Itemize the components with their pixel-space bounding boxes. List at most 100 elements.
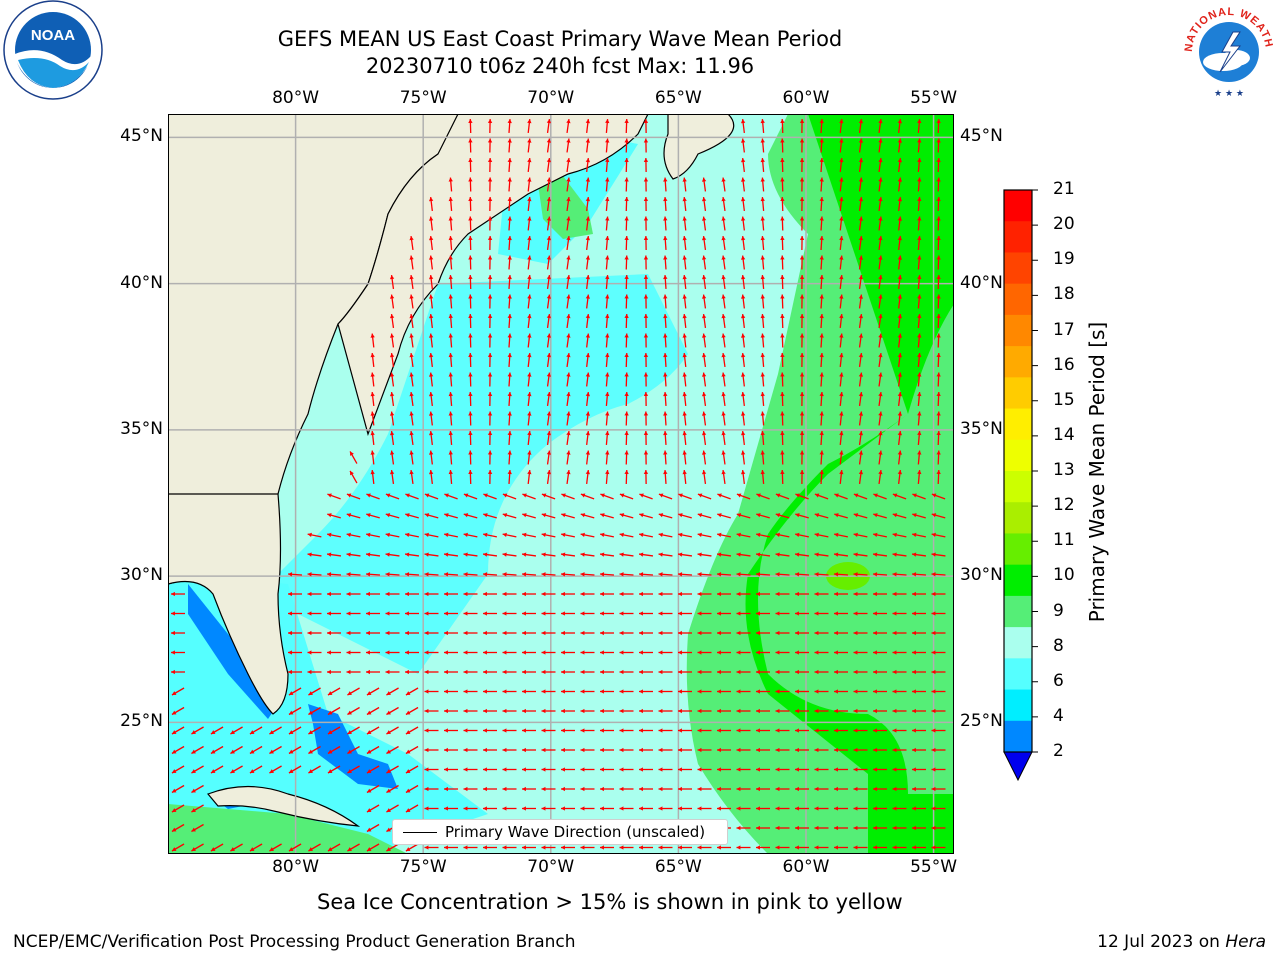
wave-direction-arrow <box>814 689 829 694</box>
wave-direction-arrow <box>269 745 282 755</box>
wave-direction-arrow <box>658 611 673 616</box>
wave-direction-arrow <box>619 630 634 636</box>
wave-direction-arrow <box>580 786 595 792</box>
lon-tick-label-top: 80°W <box>272 88 320 108</box>
wave-direction-arrow <box>424 513 439 519</box>
wave-direction-arrow <box>643 411 649 426</box>
wave-direction-arrow <box>522 630 536 636</box>
wave-direction-arrow <box>327 726 341 735</box>
wave-direction-arrow <box>541 611 556 616</box>
wave-direction-arrow <box>463 786 478 792</box>
wave-direction-arrow <box>858 216 864 231</box>
wave-direction-arrow <box>736 786 751 792</box>
wave-direction-arrow <box>873 650 887 655</box>
wave-direction-arrow <box>697 552 712 557</box>
wave-direction-arrow <box>775 572 790 577</box>
wave-direction-arrow <box>780 450 785 465</box>
wave-direction-arrow <box>546 430 552 446</box>
wave-direction-arrow <box>482 552 498 557</box>
wave-direction-arrow <box>819 118 824 134</box>
wave-direction-arrow <box>527 313 532 329</box>
wave-direction-arrow <box>541 572 556 577</box>
wave-direction-arrow <box>878 352 883 368</box>
wave-direction-arrow <box>482 572 498 577</box>
wave-direction-arrow <box>756 767 770 772</box>
wave-direction-arrow <box>892 513 907 519</box>
wave-direction-arrow <box>522 650 536 655</box>
wave-direction-arrow <box>327 687 341 696</box>
wave-direction-arrow <box>522 767 536 772</box>
wave-direction-arrow <box>580 493 595 500</box>
wave-direction-arrow <box>424 532 439 538</box>
wave-direction-arrow <box>619 669 634 675</box>
wave-direction-arrow <box>561 728 575 733</box>
wave-direction-arrow <box>448 372 453 387</box>
wave-direction-arrow <box>878 450 883 465</box>
wave-direction-arrow <box>566 255 571 270</box>
wave-direction-arrow <box>463 611 478 616</box>
wave-direction-arrow <box>463 845 478 850</box>
wave-direction-arrow <box>936 196 941 212</box>
wave-direction-arrow <box>878 138 883 153</box>
wave-direction-arrow <box>624 352 629 368</box>
wave-direction-arrow <box>721 196 726 212</box>
wave-direction-arrow <box>663 216 668 231</box>
wave-direction-arrow <box>370 333 375 348</box>
wave-direction-arrow <box>834 689 848 694</box>
wave-direction-arrow <box>795 513 809 519</box>
wave-direction-arrow <box>756 786 770 792</box>
wave-direction-arrow <box>639 845 653 850</box>
wave-direction-arrow <box>878 411 883 426</box>
lon-tick-label-top: 70°W <box>527 88 575 108</box>
wave-direction-arrow <box>858 138 864 153</box>
wave-direction-arrow <box>740 138 746 153</box>
wave-direction-arrow <box>878 333 883 348</box>
wave-direction-arrow <box>814 611 829 616</box>
lon-tick-label-bottom: 60°W <box>782 857 830 877</box>
wave-direction-arrow <box>483 669 497 675</box>
wave-direction-arrow <box>897 294 903 309</box>
wave-direction-arrow <box>717 591 731 597</box>
wave-direction-arrow <box>171 591 185 597</box>
wave-direction-arrow <box>468 196 473 212</box>
wave-direction-arrow <box>678 650 692 655</box>
wave-direction-arrow <box>872 572 888 577</box>
wave-direction-arrow <box>740 216 746 231</box>
wave-direction-arrow <box>619 747 634 753</box>
wave-direction-arrow <box>834 845 848 850</box>
wave-direction-arrow <box>819 177 824 192</box>
wave-direction-arrow <box>522 689 536 694</box>
wave-direction-arrow <box>701 450 707 465</box>
wave-direction-arrow <box>527 372 532 387</box>
chart-subtitle: 20230710 t06z 240h fcst Max: 11.96 <box>365 54 755 78</box>
wave-direction-arrow <box>171 784 185 794</box>
wave-direction-arrow <box>697 747 712 753</box>
wave-direction-arrow <box>487 469 493 485</box>
wave-direction-arrow <box>566 430 571 446</box>
wave-direction-arrow <box>775 708 790 714</box>
wave-direction-arrow <box>171 765 185 774</box>
wave-direction-arrow <box>366 745 380 755</box>
wave-direction-arrow <box>780 411 785 426</box>
wave-direction-arrow <box>507 333 512 348</box>
wave-direction-arrow <box>463 513 478 519</box>
wave-direction-arrow <box>740 411 746 426</box>
wave-direction-arrow <box>191 823 204 833</box>
wave-direction-arrow <box>760 469 765 485</box>
wave-direction-arrow <box>643 216 649 231</box>
wave-direction-arrow <box>546 313 552 329</box>
wave-direction-arrow <box>697 786 712 792</box>
wave-direction-arrow <box>756 630 770 636</box>
wave-direction-arrow <box>697 493 712 500</box>
wave-direction-arrow <box>370 430 375 446</box>
wave-direction-arrow <box>541 532 556 538</box>
wave-direction-arrow <box>346 513 361 519</box>
wave-direction-arrow <box>487 313 493 329</box>
wave-direction-arrow <box>819 255 824 270</box>
colorbar-tick-label: 11 <box>1053 530 1075 551</box>
wave-direction-arrow <box>366 669 380 675</box>
wave-direction-arrow <box>834 747 848 753</box>
wave-direction-arrow <box>892 728 907 733</box>
wave-direction-arrow <box>580 591 595 597</box>
wave-direction-arrow <box>839 391 844 407</box>
